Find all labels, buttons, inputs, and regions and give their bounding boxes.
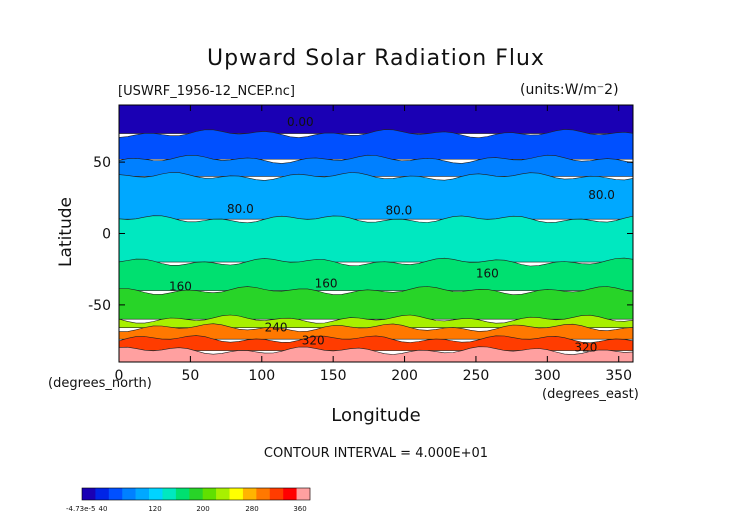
x-tick-label: 100 — [248, 368, 275, 384]
colorbar-swatch — [296, 488, 311, 500]
contour-label: 320 — [302, 334, 325, 348]
units-label: (units:W/m⁻2) — [520, 82, 619, 98]
contour-label: 0.00 — [287, 115, 314, 129]
x-units-label: (degrees_east) — [542, 387, 639, 402]
colorbar-label: 280 — [245, 505, 258, 513]
contour-label: 160 — [169, 279, 192, 293]
colorbar-swatch — [256, 488, 271, 500]
lat-band — [118, 215, 634, 263]
lat-band — [118, 104, 634, 134]
colorbar-swatch — [283, 488, 297, 500]
colorbar-swatch — [135, 488, 150, 500]
chart-title: Upward Solar Radiation Flux — [207, 46, 545, 71]
y-tick-label: 50 — [93, 155, 111, 171]
colorbar-swatch — [269, 488, 284, 500]
contour-label: 240 — [265, 321, 288, 335]
lat-band — [118, 154, 634, 177]
lat-band — [118, 129, 634, 160]
x-axis-label: Longitude — [331, 405, 421, 426]
colorbar-swatch — [149, 488, 163, 500]
colorbar-label: 40 — [99, 505, 108, 513]
colorbar-frame — [81, 487, 311, 501]
colorbar-min-label: -4.73e-5 — [66, 505, 95, 513]
lat-band — [118, 346, 634, 363]
colorbar-swatch — [108, 488, 123, 500]
x-tick-label: 0 — [115, 368, 124, 384]
x-tick-label: 200 — [391, 368, 418, 384]
y-tick-label: 0 — [102, 227, 111, 243]
y-axis-label: Latitude — [56, 197, 76, 267]
colorbar-label: 200 — [196, 505, 209, 513]
contour-label: 80.0 — [227, 202, 254, 216]
x-tick-label: 250 — [463, 368, 490, 384]
y-units-label: (degrees_north) — [48, 376, 152, 391]
colorbar-swatch — [216, 488, 230, 500]
colorbar-swatch — [95, 488, 110, 500]
x-tick-label: 300 — [534, 368, 561, 384]
contour-label: 80.0 — [588, 188, 615, 202]
contour-label: 160 — [315, 276, 338, 290]
y-tick-label: -50 — [88, 298, 111, 314]
colorbar-swatch — [122, 488, 136, 500]
lat-band — [118, 286, 634, 320]
file-label: [USWRF_1956-12_NCEP.nc] — [118, 84, 295, 99]
colorbar-label: 360 — [293, 505, 306, 513]
colorbar-swatch — [229, 488, 244, 500]
lat-band — [118, 335, 634, 351]
x-tick-label: 350 — [605, 368, 632, 384]
lat-band — [118, 172, 634, 220]
x-tick-label: 150 — [320, 368, 347, 384]
colorbar-swatch — [202, 488, 217, 500]
lat-band — [118, 257, 634, 291]
x-tick-label: 50 — [181, 368, 199, 384]
contour-label: 160 — [476, 266, 499, 280]
contour-interval-label: CONTOUR INTERVAL = 4.000E+01 — [263, 446, 489, 461]
colorbar-swatch — [189, 488, 204, 500]
colorbar-swatch — [82, 488, 96, 500]
lat-band — [118, 323, 634, 340]
colorbar-swatch — [242, 488, 257, 500]
lat-band — [118, 314, 634, 329]
contour-label: 320 — [574, 341, 597, 355]
colorbar-swatch — [175, 488, 190, 500]
colorbar-swatch — [162, 488, 177, 500]
contour-label: 80.0 — [385, 204, 412, 218]
colorbar-label: 120 — [148, 505, 161, 513]
